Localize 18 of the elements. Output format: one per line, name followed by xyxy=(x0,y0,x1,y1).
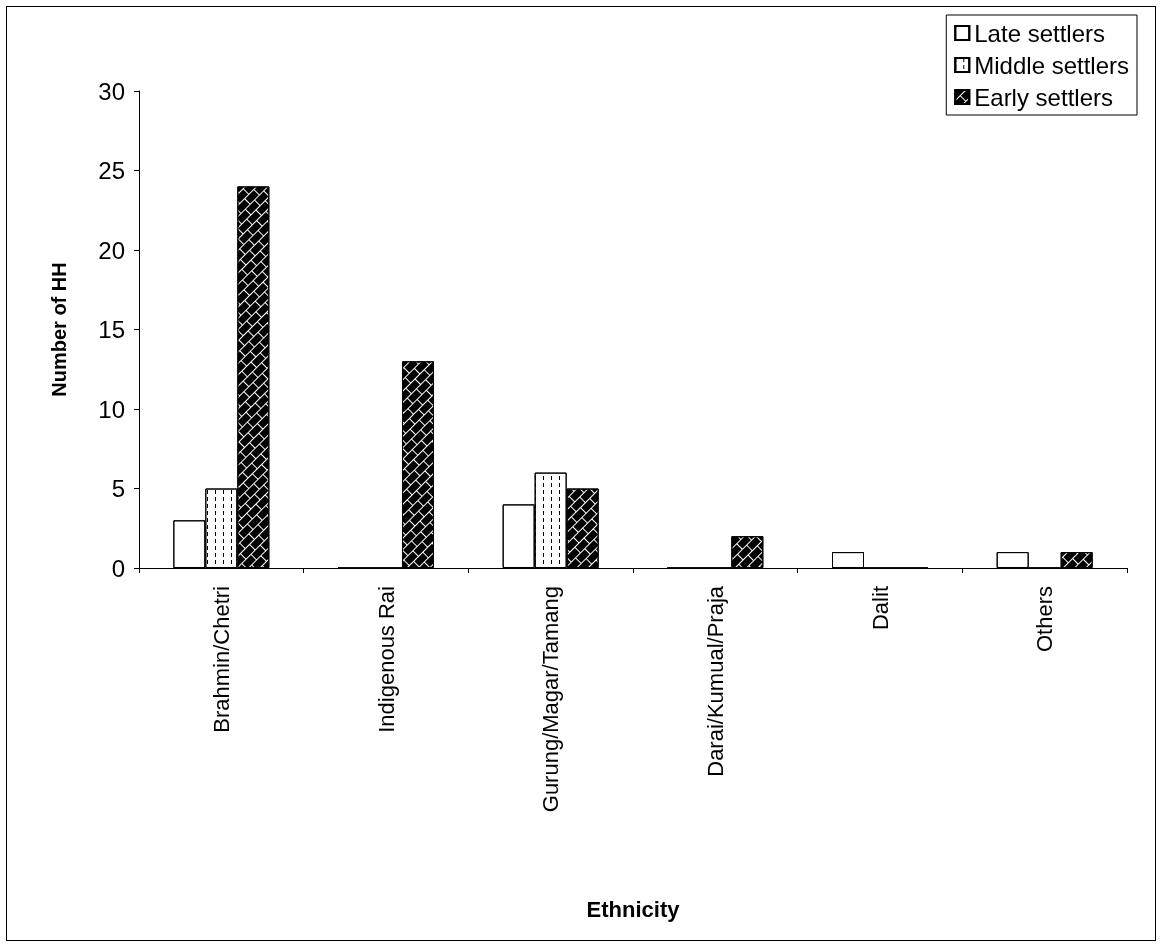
y-tick-label: 30 xyxy=(98,77,125,105)
x-tick-label: Brahmin/Chetri xyxy=(208,586,234,733)
x-tick-label: Dalit xyxy=(867,586,893,631)
y-tick-label: 20 xyxy=(98,236,125,264)
x-tick-label: Others xyxy=(1032,586,1058,653)
x-tick-label: Indigenous Rai xyxy=(373,586,399,733)
legend-label: Middle settlers xyxy=(974,51,1130,79)
legend-label: Early settlers xyxy=(974,83,1113,111)
x-tick-label: Gurung/Magar/Tamang xyxy=(538,586,564,813)
y-tick-label: 5 xyxy=(111,475,125,502)
y-tick-label: 0 xyxy=(111,554,125,582)
x-axis-title: Ethnicity xyxy=(586,896,681,922)
x-tick-label: Darai/Kumual/Praja xyxy=(702,585,728,777)
y-tick-label: 10 xyxy=(98,395,125,423)
y-tick-label: 25 xyxy=(98,157,125,184)
y-axis-title: Number of HH xyxy=(48,262,70,397)
y-tick-label: 15 xyxy=(98,316,125,343)
legend-label: Late settlers xyxy=(974,19,1106,47)
